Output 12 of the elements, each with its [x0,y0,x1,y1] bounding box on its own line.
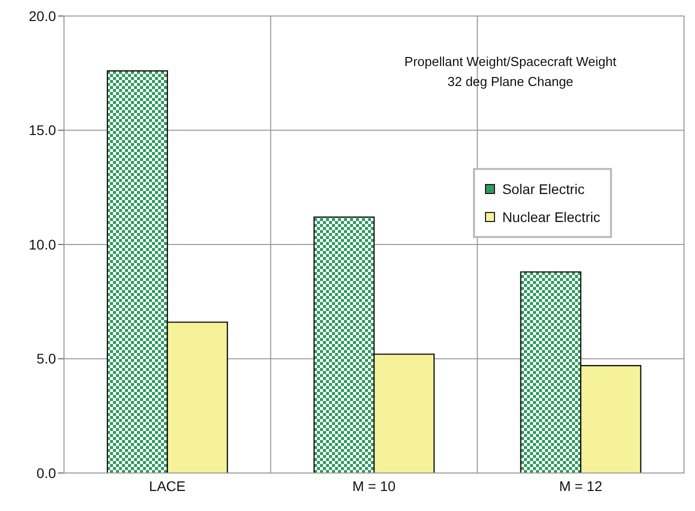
x-tick-label: M = 10 [352,478,396,494]
x-tick-label: M = 12 [559,478,602,494]
text: Propellant Weight/Spacecraft Weight [404,54,617,69]
y-tick-label: 15.0 [28,122,56,138]
y-tick-label: 0.0 [36,464,56,481]
text: 32 deg Plane Change [448,74,574,89]
y-tick-label: 20.0 [28,8,56,24]
x-tick-label: LACE [149,478,186,494]
y-tick-label: 10.0 [28,236,56,252]
legend-label: Nuclear Electric [502,208,600,227]
y-tick-label: 5.0 [36,350,56,367]
legend-label: Solar Electric [502,180,585,199]
